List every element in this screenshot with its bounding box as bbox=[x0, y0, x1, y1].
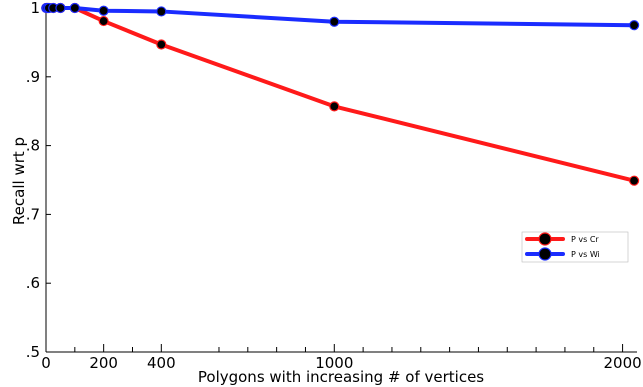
series-p-vs-wi bbox=[41, 2, 640, 31]
data-point bbox=[69, 2, 80, 14]
data-point bbox=[98, 15, 109, 27]
data-point bbox=[629, 175, 640, 186]
legend-label: P vs Cr bbox=[571, 235, 599, 244]
x-tick-label: 2000 bbox=[603, 354, 641, 372]
series-line bbox=[44, 6, 637, 28]
legend-marker bbox=[538, 247, 552, 261]
legend-label: P vs Wi bbox=[571, 250, 600, 259]
series-layer bbox=[41, 2, 640, 186]
y-tick-label: .7 bbox=[26, 205, 40, 223]
series-p-vs-cr bbox=[41, 2, 640, 186]
series-line bbox=[44, 6, 637, 183]
y-tick-label: 1 bbox=[30, 0, 40, 17]
data-point bbox=[98, 5, 109, 16]
x-axis-ticks: 0 200 400 1000 2000 bbox=[41, 344, 642, 372]
x-tick-label: 200 bbox=[89, 354, 118, 372]
data-point bbox=[629, 20, 640, 31]
y-tick-label: .5 bbox=[26, 343, 40, 361]
x-axis-title: Polygons with increasing # of vertices bbox=[198, 368, 484, 386]
legend: P vs Cr P vs Wi bbox=[521, 231, 629, 263]
x-tick-label: 1000 bbox=[315, 354, 353, 372]
data-point bbox=[329, 101, 340, 112]
data-point bbox=[156, 39, 167, 50]
y-axis-ticks: .5 .6 .7 .8 .9 1 bbox=[26, 0, 51, 361]
legend-marker bbox=[538, 232, 552, 246]
y-axis-title: Recall wrt p bbox=[10, 137, 28, 225]
y-tick-label: .8 bbox=[26, 137, 40, 155]
plot-frame bbox=[45, 8, 637, 353]
y-tick-label: .9 bbox=[26, 68, 40, 86]
data-point bbox=[156, 6, 167, 17]
y-tick-label: .6 bbox=[26, 274, 40, 292]
x-tick-label: 0 bbox=[41, 354, 51, 372]
data-point bbox=[329, 16, 340, 27]
x-tick-label: 400 bbox=[147, 354, 176, 372]
data-point bbox=[55, 2, 66, 14]
